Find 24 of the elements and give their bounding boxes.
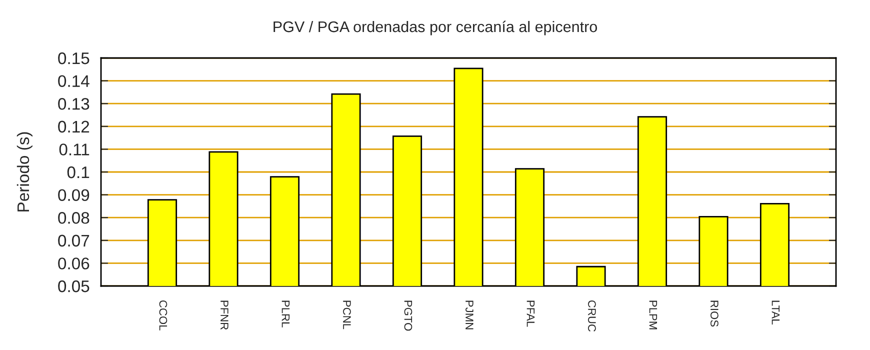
y-tick-label: 0.15 [58,52,90,64]
y-tick-label: 0.13 [58,98,90,110]
y-tick-label: 0.08 [58,212,90,224]
x-tick-label: RIOS [710,300,718,327]
x-tick-label: PCNL [343,300,351,330]
x-tick-label: LTAL [772,300,780,324]
y-tick-label: 0.06 [58,258,90,270]
y-tick-label: 0.05 [58,280,90,292]
y-tick-label: 0.07 [58,234,90,247]
y-tick-label: 0.1 [67,166,90,178]
y-tick-label: 0.14 [58,75,90,88]
y-tick-label: 0.11 [59,144,90,156]
y-tick-label: 0.12 [58,120,90,133]
x-tick-label: PFAL [526,300,535,327]
x-tick-label: PFNR [220,300,228,330]
y-tick-label: 0.09 [58,189,90,202]
x-tick-label: CRUC [588,300,596,332]
x-tick-label: PLPM [649,300,658,330]
x-tick-label: PLRL [282,300,290,328]
x-tick-label: PJMN [466,300,474,330]
x-tick-label: PGTO [404,300,412,331]
y-axis-title: Periodo (s) [16,132,32,212]
x-tick-label: CCOL [159,300,168,330]
chart-title: PGV / PGA ordenadas por cercanía al epicentro [274,20,598,36]
